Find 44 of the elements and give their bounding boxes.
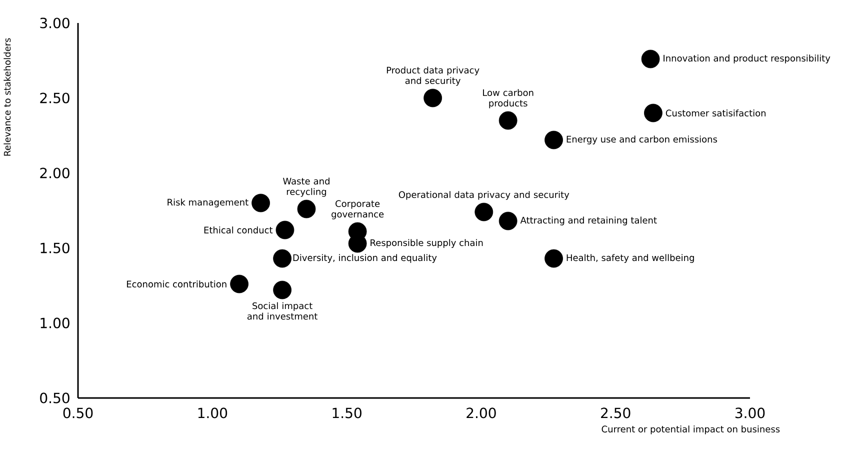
point (498, 212, 518, 230)
x-tick-label: 1.00 (198, 408, 228, 418)
x-tick-label: 0.50 (63, 408, 93, 418)
annotation: Innovation and product responsibility (664, 54, 830, 64)
y-tick-label: 2.00 (40, 168, 70, 178)
y-tick-label: 0.50 (40, 392, 70, 404)
annotation: Customer satisifaction (666, 110, 766, 116)
annotation: Social impact and investment (247, 302, 318, 320)
y-tick-label: 1.50 (40, 242, 70, 254)
point (644, 104, 662, 122)
annotation: Attracting and retaining talent (520, 216, 657, 226)
annotation: Ethical conduct (204, 226, 273, 234)
y-tick-label: 1.00 (40, 318, 70, 328)
y-tick-label: 2.50 (40, 92, 70, 104)
annotation: Corporate governance (332, 200, 384, 220)
point (641, 50, 660, 68)
point (230, 274, 248, 294)
point (474, 202, 494, 222)
y-tick-label: 3.00 (40, 18, 70, 28)
point (498, 111, 518, 130)
point (276, 220, 294, 240)
point (273, 249, 292, 268)
x-tick-label: 2.50 (601, 408, 630, 418)
annotation: Risk management (168, 198, 248, 208)
annotation: Health, safety and wellbeing (566, 254, 694, 263)
annotation: Economic contribution (126, 280, 226, 288)
x-tick-label: 1.50 (332, 408, 362, 418)
y-axis-title: Relevance to stakeholders (4, 38, 11, 156)
point (297, 200, 316, 218)
point (424, 88, 442, 108)
annotation: Waste and recycling (283, 178, 330, 197)
annotation: Operational data privacy and security (398, 191, 570, 200)
point (544, 249, 563, 268)
annotation: Responsible supply chain (370, 239, 483, 248)
point (273, 280, 292, 300)
annotation: Energy use and carbon emissions (566, 136, 718, 144)
x-axis-title: Current or potential impact on business (602, 426, 780, 434)
annotation: Diversity, inclusion and equality (293, 254, 437, 263)
annotation: Product data privacy and security (386, 66, 480, 86)
x-tick-label: 3.00 (735, 408, 765, 418)
annotation: Low carbon products (483, 89, 534, 108)
point (252, 194, 270, 212)
x-tick-label: 2.00 (466, 408, 496, 418)
point (544, 130, 563, 150)
